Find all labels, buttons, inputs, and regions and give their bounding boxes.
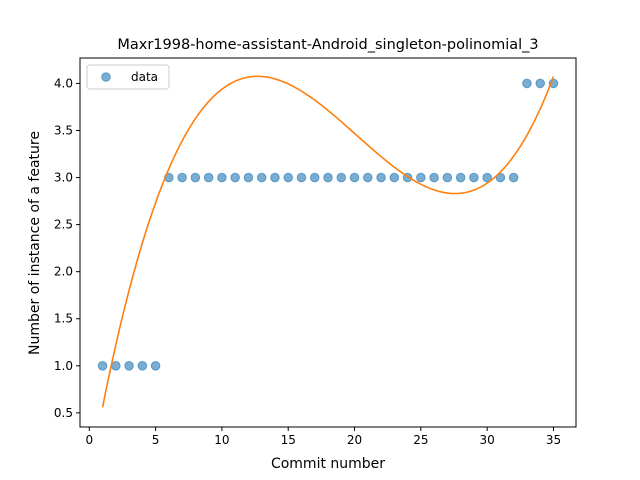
y-tick-label: 4.0 — [54, 76, 73, 90]
y-axis-label: Number of instance of a feature — [27, 131, 43, 355]
y-axis-ticks: 0.5 1.0 1.5 2.0 2.5 3.0 3.5 4.0 — [54, 76, 80, 420]
data-point — [203, 172, 214, 183]
x-tick-label: 5 — [152, 433, 160, 447]
data-point — [243, 172, 254, 183]
data-point — [349, 172, 360, 183]
x-tick-label: 30 — [480, 433, 495, 447]
data-point — [124, 361, 134, 371]
data-point — [416, 172, 426, 183]
data-point — [336, 172, 347, 183]
legend-box — [86, 64, 170, 90]
x-tick-label: 35 — [546, 433, 561, 447]
data-points — [97, 78, 559, 371]
data-point — [256, 172, 267, 183]
data-point — [283, 172, 294, 183]
legend: data — [86, 64, 170, 90]
x-axis-ticks: 0 5 10 15 20 25 30 35 — [85, 427, 561, 447]
data-point — [442, 172, 453, 183]
chart-title: Maxr1998-home-assistant-Android_singleto… — [117, 37, 538, 53]
data-point — [455, 172, 466, 183]
y-tick-label: 3.0 — [54, 171, 73, 185]
plot-area — [79, 57, 577, 428]
legend-label: data — [131, 70, 158, 84]
fit-line — [101, 75, 555, 408]
y-tick-label: 2.0 — [54, 265, 73, 279]
data-point — [177, 172, 187, 183]
data-point — [296, 172, 307, 183]
y-tick-label: 2.5 — [54, 218, 73, 232]
data-point — [495, 172, 506, 183]
legend-marker — [101, 72, 111, 82]
data-point — [217, 172, 227, 183]
y-tick-label: 0.5 — [54, 406, 73, 420]
data-point — [376, 172, 386, 183]
x-tick-label: 0 — [85, 433, 93, 447]
data-point — [270, 172, 280, 183]
data-point — [137, 361, 148, 371]
data-point — [535, 78, 545, 89]
data-point — [482, 172, 492, 183]
data-point — [111, 361, 121, 371]
data-point — [190, 172, 201, 183]
y-tick-label: 1.5 — [54, 312, 73, 326]
x-tick-label: 25 — [413, 433, 428, 447]
data-point — [230, 172, 240, 183]
data-point — [508, 172, 519, 183]
axes-frame — [79, 57, 577, 428]
data-point — [389, 172, 400, 183]
data-point — [323, 172, 333, 183]
x-axis-label: Commit number — [271, 456, 385, 472]
data-point — [309, 172, 320, 183]
data-point — [429, 172, 439, 183]
data-point — [97, 361, 108, 371]
y-tick-label: 3.5 — [54, 123, 73, 137]
x-tick-label: 10 — [214, 433, 229, 447]
data-point — [522, 78, 532, 89]
data-point — [469, 172, 479, 183]
y-tick-label: 1.0 — [54, 359, 73, 373]
x-tick-label: 15 — [281, 433, 296, 447]
x-tick-label: 20 — [347, 433, 362, 447]
data-point — [150, 361, 161, 371]
data-point — [362, 172, 373, 183]
